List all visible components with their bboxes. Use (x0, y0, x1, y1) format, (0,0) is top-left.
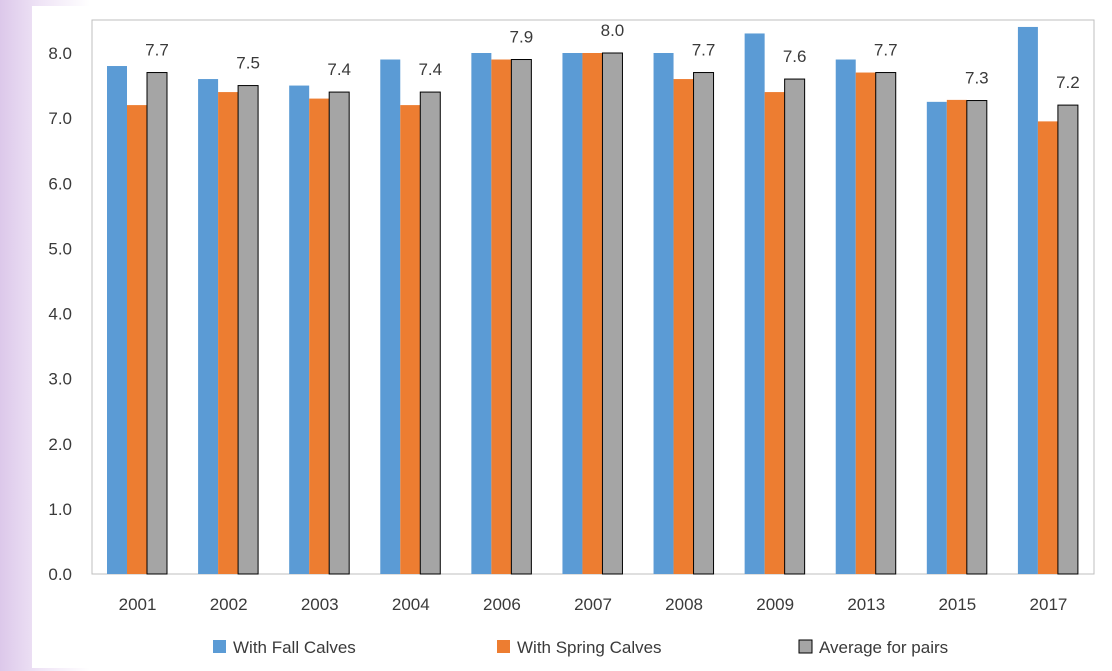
bar-with-fall-calves-2006 (471, 53, 492, 574)
bar-with-spring-calves-2015 (946, 99, 967, 574)
x-tick-label: 2004 (392, 595, 430, 614)
bar-average-for-pairs-2008 (693, 72, 715, 575)
bar-average-for-pairs-2013 (875, 72, 897, 575)
bar-average-for-pairs-2007 (601, 52, 623, 575)
x-tick-label: 2003 (301, 595, 339, 614)
y-tick-label: 2.0 (48, 435, 72, 454)
bar-with-fall-calves-2009 (744, 33, 765, 574)
data-label: 7.6 (783, 47, 807, 66)
category-group-2015: 7.3 2015 (926, 69, 989, 614)
y-tick-label: 8.0 (48, 44, 72, 63)
bar-with-spring-calves-2006 (491, 59, 512, 574)
bar-with-spring-calves-2009 (764, 92, 785, 574)
legend-item-with-spring-calves: With Spring Calves (497, 638, 662, 657)
bar-with-spring-calves-2007 (582, 53, 603, 574)
legend-item-with-fall-calves: With Fall Calves (213, 638, 356, 657)
data-label: 7.4 (327, 60, 351, 79)
bar-average-for-pairs-2015 (966, 100, 988, 575)
x-tick-label: 2013 (847, 595, 885, 614)
category-group-2003: 7.4 2003 (289, 60, 351, 614)
y-tick-label: 7.0 (48, 109, 72, 128)
bar-with-fall-calves-2001 (107, 66, 127, 575)
bar-average-for-pairs-2017 (1057, 104, 1079, 575)
category-group-2004: 7.4 2004 (380, 59, 442, 614)
data-label: 7.2 (1056, 73, 1080, 92)
data-label: 8.0 (601, 21, 625, 40)
legend-swatch (798, 639, 813, 654)
category-group-2008: 7.7 2008 (653, 41, 716, 614)
bar-with-spring-calves-2003 (309, 98, 330, 575)
bar-average-for-pairs-2006 (510, 59, 532, 575)
y-tick-label: 4.0 (48, 305, 72, 324)
bar-average-for-pairs-2001 (146, 72, 168, 575)
data-label: 7.7 (874, 41, 898, 60)
x-tick-label: 2006 (483, 595, 521, 614)
category-group-2002: 7.5 2002 (198, 54, 260, 614)
legend-swatch (213, 640, 226, 653)
category-group-2007: 8.0 2007 (562, 21, 624, 614)
bar-average-for-pairs-2002 (237, 85, 259, 575)
x-tick-label: 2002 (210, 595, 248, 614)
x-tick-label: 2008 (665, 595, 703, 614)
x-tick-label: 2001 (119, 595, 157, 614)
bar-average-for-pairs-2009 (784, 78, 806, 575)
x-tick-label: 2007 (574, 595, 612, 614)
bar-average-for-pairs-2003 (328, 91, 350, 575)
category-group-2013: 7.7 2013 (835, 41, 898, 614)
legend-item-average-for-pairs: Average for pairs (798, 638, 948, 657)
category-group-2017: 7.2 2017 (1017, 26, 1080, 614)
x-tick-label: 2015 (938, 595, 976, 614)
data-label: 7.7 (145, 41, 169, 60)
legend-label: With Fall Calves (233, 638, 356, 657)
y-tick-label: 5.0 (48, 239, 72, 258)
bar-with-spring-calves-2002 (218, 92, 239, 574)
data-label: 7.5 (236, 54, 260, 73)
bar-with-fall-calves-2003 (289, 85, 310, 574)
y-tick-label: 0.0 (48, 565, 72, 584)
y-tick-label: 6.0 (48, 174, 72, 193)
y-tick-label: 1.0 (48, 500, 72, 519)
bar-with-spring-calves-2004 (400, 105, 421, 574)
x-tick-label: 2017 (1030, 595, 1068, 614)
bar-with-spring-calves-2001 (127, 105, 147, 574)
bar-average-for-pairs-2004 (419, 91, 441, 575)
data-label: 7.4 (418, 60, 442, 79)
legend-label: Average for pairs (819, 638, 948, 657)
bar-with-fall-calves-2004 (380, 59, 401, 574)
y-tick-label: 3.0 (48, 370, 72, 389)
bar-with-spring-calves-2017 (1037, 121, 1058, 574)
bar-with-fall-calves-2017 (1017, 26, 1038, 574)
bar-with-fall-calves-2013 (835, 59, 856, 574)
bar-with-fall-calves-2008 (653, 53, 674, 574)
x-tick-label: 2009 (756, 595, 794, 614)
bar-with-spring-calves-2008 (673, 79, 694, 575)
legend-swatch (497, 640, 510, 653)
category-group-2006: 7.9 2006 (471, 28, 533, 614)
bar-with-fall-calves-2015 (926, 101, 947, 574)
data-label: 7.3 (965, 69, 989, 88)
data-label: 7.7 (692, 41, 716, 60)
category-group-2009: 7.6 2009 (744, 33, 807, 614)
legend-label: With Spring Calves (517, 638, 662, 657)
bar-with-fall-calves-2007 (562, 53, 583, 574)
data-label: 7.9 (510, 28, 534, 47)
bar-with-fall-calves-2002 (198, 79, 219, 575)
category-group-2001: 7.7 2001 (107, 41, 169, 614)
bar-with-spring-calves-2013 (855, 72, 876, 574)
